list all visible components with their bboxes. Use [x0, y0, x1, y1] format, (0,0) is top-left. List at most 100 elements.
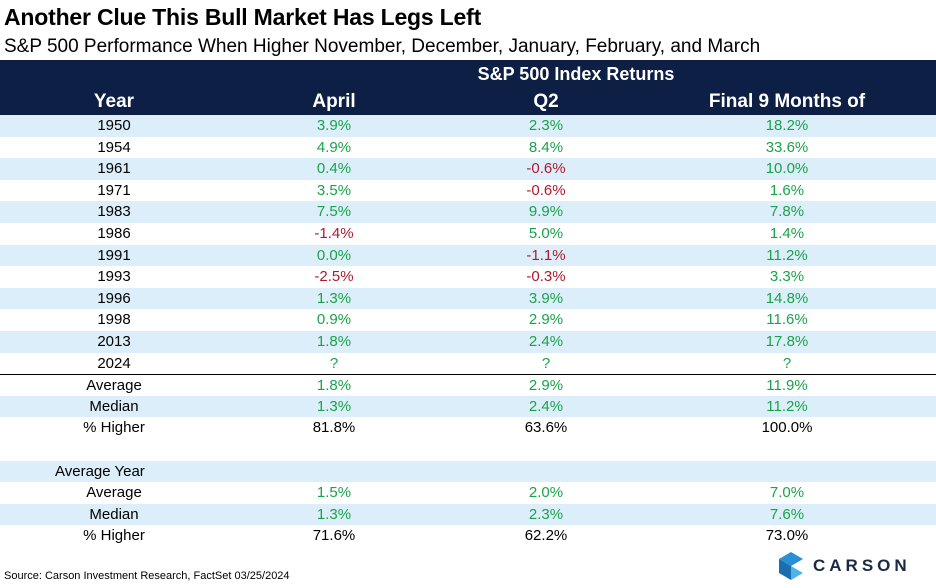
- table-cell: 17.8%: [765, 332, 809, 350]
- summary-row: Median 1.3% 2.4% 11.2%: [0, 395, 936, 418]
- table-row: 1954 4.9% 8.4% 33.6%: [0, 137, 936, 159]
- table-cell: 11.2%: [766, 246, 808, 264]
- table-cell: 18.2%: [765, 117, 809, 134]
- table-row: 1986 -1.4% 5.0% 1.4%: [0, 223, 936, 245]
- table-cell: 9.9%: [528, 203, 564, 221]
- row-label: 1971: [97, 181, 131, 199]
- table-cell: 1.3%: [316, 397, 352, 415]
- carson-logo: CARSON: [777, 551, 911, 581]
- table-cell: 7.8%: [769, 203, 805, 221]
- average-year-heading-row: Average Year: [0, 460, 936, 483]
- table-row: 1971 3.5% -0.6% 1.6%: [0, 180, 936, 202]
- table-cell: 2.9%: [528, 311, 564, 329]
- table-row: 1991 0.0% -1.1% 11.2%: [0, 244, 936, 267]
- carson-logo-icon: [779, 552, 803, 580]
- table-cell: 0.9%: [316, 311, 352, 329]
- table-cell: 0.0%: [316, 246, 352, 264]
- average-year-label: Average Year: [55, 462, 145, 480]
- chart-title: Another Clue This Bull Market Has Legs L…: [4, 4, 482, 30]
- table-cell: 8.4%: [528, 138, 564, 156]
- row-label: Average: [86, 484, 142, 502]
- table-cell: 81.8%: [312, 419, 356, 437]
- row-label: 2024: [97, 354, 131, 372]
- table-header: S&P 500 Index Returns Year April Q2 Fina…: [0, 60, 936, 134]
- table-cell: 62.2%: [524, 527, 568, 545]
- table-row: 1983 7.5% 9.9% 7.8%: [0, 201, 936, 223]
- table-cell: 11.6%: [766, 311, 808, 329]
- row-label: 1950: [97, 117, 131, 134]
- returns-table: S&P 500 Index Returns Year April Q2 Fina…: [0, 60, 936, 547]
- header-q2: Q2: [533, 91, 559, 112]
- table-cell: 73.0%: [765, 527, 809, 545]
- row-label: 1954: [97, 138, 131, 156]
- table-cell: ?: [782, 354, 792, 372]
- table-cell: 7.0%: [769, 484, 805, 502]
- table-cell: 1.4%: [769, 224, 805, 242]
- table-cell: 5.0%: [528, 224, 564, 242]
- table-cell: 2.0%: [528, 484, 564, 502]
- table-cell: 1.3%: [316, 289, 352, 307]
- header-year: Year: [93, 91, 135, 112]
- table-cell: 71.6%: [312, 527, 356, 545]
- table-cell: 2.4%: [528, 332, 564, 350]
- table-cell: 3.9%: [316, 117, 352, 134]
- table-cell: 2.9%: [528, 377, 564, 395]
- table-cell: 10.0%: [765, 160, 809, 178]
- row-label: 1983: [97, 203, 131, 221]
- header-group-label: S&P 500 Index Returns: [477, 64, 675, 84]
- spacer-row: [0, 439, 936, 461]
- table-cell: -2.5%: [314, 268, 354, 286]
- table-cell: 2.4%: [528, 397, 564, 415]
- table-cell: -0.3%: [526, 268, 566, 286]
- table-cell: 11.2%: [766, 397, 808, 415]
- table-row: 1996 1.3% 3.9% 14.8%: [0, 287, 936, 310]
- chart-subtitle: S&P 500 Performance When Higher November…: [4, 36, 761, 57]
- source-note: Source: Carson Investment Research, Fact…: [4, 570, 290, 582]
- table-cell: 1.8%: [316, 332, 352, 350]
- row-label: % Higher: [83, 527, 145, 545]
- table-cell: -1.1%: [526, 246, 566, 264]
- table-cell: -0.6%: [526, 160, 566, 178]
- table-row: 2024???: [0, 353, 936, 375]
- table-cell: 33.6%: [765, 138, 809, 156]
- table-cell: 0.4%: [316, 160, 352, 178]
- table-row: 1993 -2.5% -0.3% 3.3%: [0, 266, 936, 288]
- average-year-row: Average 1.5% 2.0% 7.0%: [0, 482, 936, 504]
- header-april: April: [312, 91, 356, 112]
- table-cell: 11.9%: [766, 377, 808, 395]
- table-row: 1998 0.9% 2.9% 11.6%: [0, 309, 936, 331]
- row-label: 1998: [97, 311, 131, 329]
- table-cell: 63.6%: [524, 419, 568, 437]
- table-body: 1950 3.9% 2.3% 18.2% 1954 4.9% 8.4% 33.6% 1961 0.…: [0, 115, 936, 547]
- table-row: 2013 1.8% 2.4% 17.8%: [0, 330, 936, 353]
- average-year-row: % Higher 71.6% 62.2% 73.0%: [0, 525, 936, 547]
- row-label: Median: [89, 505, 139, 523]
- table-cell: 3.3%: [769, 268, 805, 286]
- row-label: 1991: [97, 246, 131, 264]
- row-label: Average: [86, 377, 142, 395]
- average-year-row: Median 1.3% 2.3% 7.6%: [0, 503, 936, 526]
- table-cell: -1.4%: [314, 224, 354, 242]
- table-cell: ?: [541, 354, 551, 372]
- row-label: 1961: [97, 160, 131, 178]
- carson-logo-text: CARSON: [813, 556, 911, 575]
- table-row: 1950 3.9% 2.3% 18.2%: [0, 115, 936, 137]
- table-cell: -0.6%: [526, 181, 566, 199]
- table-row: 1961 0.4% -0.6% 10.0%: [0, 158, 936, 180]
- row-label: 1996: [97, 289, 131, 307]
- table-cell: 7.5%: [316, 203, 352, 221]
- row-label: 1986: [97, 224, 131, 242]
- table-cell: 100.0%: [761, 419, 813, 437]
- summary-row: % Higher 81.8% 63.6% 100.0%: [0, 417, 936, 439]
- table-cell: 4.9%: [316, 138, 352, 156]
- table-cell: 1.8%: [316, 377, 352, 395]
- summary-row: Average 1.8% 2.9% 11.9%: [0, 374, 936, 396]
- row-label: Median: [89, 397, 139, 415]
- table-cell: 1.3%: [316, 505, 352, 523]
- table-cell: 7.6%: [769, 505, 805, 523]
- table-cell: 1.5%: [316, 484, 352, 502]
- row-label: 1993: [97, 268, 131, 286]
- table-cell: 3.9%: [528, 289, 564, 307]
- table-cell: 1.6%: [769, 181, 805, 199]
- table-cell: 2.3%: [528, 505, 564, 523]
